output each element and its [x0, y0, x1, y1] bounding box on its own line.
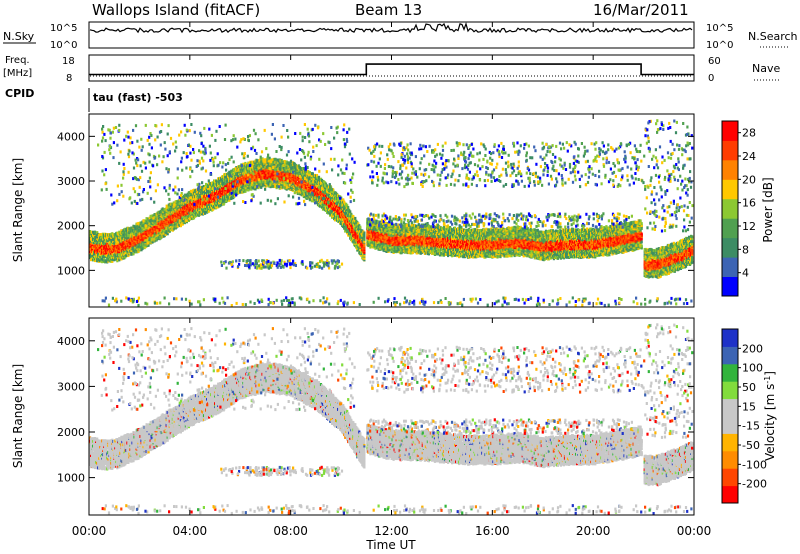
nsky-tick-bottom: 10^0 — [50, 40, 77, 51]
nave-tick-bottom: 0 — [708, 73, 714, 84]
nsky-right-tick-top: 10^5 — [706, 23, 733, 34]
nave-tick-top: 60 — [708, 56, 721, 67]
freq-label-top: Freq. — [5, 55, 30, 66]
power-cell — [352, 215, 354, 218]
cpid-label: CPID — [5, 87, 34, 100]
nave-label: Nave — [752, 62, 780, 75]
power-cell — [326, 184, 328, 187]
beam-label: Beam 13 — [355, 1, 422, 19]
freq-tick-bottom: 8 — [66, 73, 72, 84]
power-cell — [318, 185, 320, 188]
cpid-panel: CPID tau (fast) -503 — [5, 87, 183, 112]
power-cell — [359, 226, 361, 229]
power-marks — [89, 119, 694, 307]
nsearch-label: N.Search — [748, 30, 798, 43]
power-cell — [205, 183, 207, 186]
freq-tick-top: 18 — [62, 56, 75, 67]
power-cell — [354, 217, 356, 220]
power-cell — [347, 206, 349, 209]
site-title: Wallops Island (fitACF) — [92, 1, 260, 19]
power-cell — [282, 186, 284, 189]
nsky-panel: N.Sky 10^5 10^0 10^5 10^0 N.Search — [3, 22, 798, 51]
nsky-tick-top: 10^5 — [50, 23, 77, 34]
nsky-label: N.Sky — [3, 30, 35, 43]
nsky-right-tick-bottom: 10^0 — [706, 40, 733, 51]
power-cell — [363, 232, 365, 235]
freq-trace — [89, 64, 694, 74]
cpid-text: tau (fast) -503 — [93, 91, 183, 104]
freq-label-bottom: [MHz] — [3, 68, 32, 79]
date-label: 16/Mar/2011 — [593, 1, 689, 19]
